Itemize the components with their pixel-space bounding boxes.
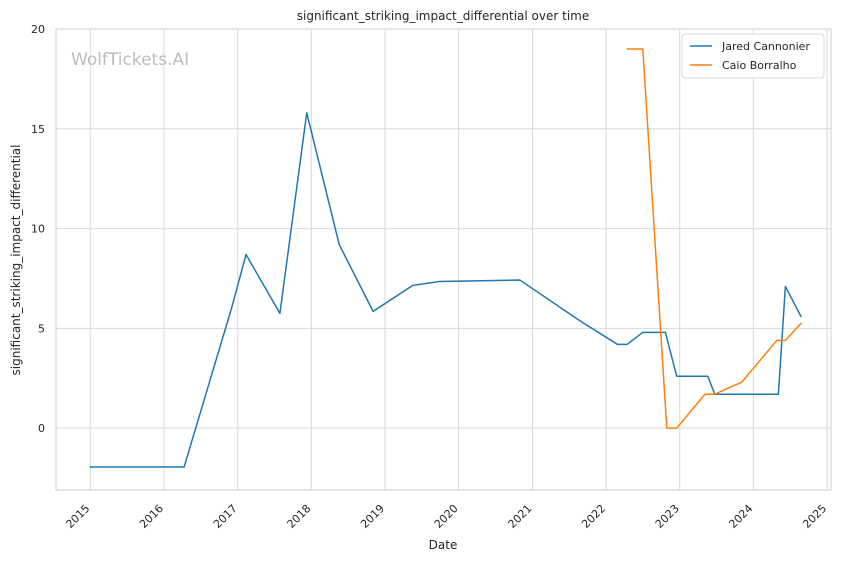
series-line-caio-borralho bbox=[626, 48, 802, 429]
x-axis-ticks: 2015 2016 2017 2018 2019 2020 2021 2022 2023 2024… bbox=[63, 502, 829, 531]
y-tick-label: 20 bbox=[31, 23, 45, 36]
legend: Jared Cannonier Caio Borralho bbox=[681, 33, 825, 79]
y-axis-ticks: 0 5 10 15 20 bbox=[31, 23, 45, 435]
y-tick-label: 0 bbox=[38, 422, 45, 435]
x-axis-label: Date bbox=[429, 538, 458, 552]
legend-box bbox=[681, 33, 825, 79]
y-axis-label: significant_striking_impact_differential bbox=[9, 145, 23, 376]
watermark: WolfTickets.AI bbox=[71, 50, 189, 70]
series-line-jared-cannonier bbox=[89, 112, 802, 468]
y-tick-label: 10 bbox=[31, 223, 45, 236]
series-lines bbox=[89, 48, 802, 468]
y-tick-label: 5 bbox=[38, 322, 45, 335]
chart-title: significant_striking_impact_differential… bbox=[297, 9, 589, 23]
grid-lines bbox=[56, 28, 831, 490]
legend-label: Caio Borralho bbox=[722, 59, 797, 72]
y-tick-label: 15 bbox=[31, 123, 45, 136]
plot-area-border bbox=[55, 28, 832, 491]
legend-label: Jared Cannonier bbox=[721, 40, 810, 53]
